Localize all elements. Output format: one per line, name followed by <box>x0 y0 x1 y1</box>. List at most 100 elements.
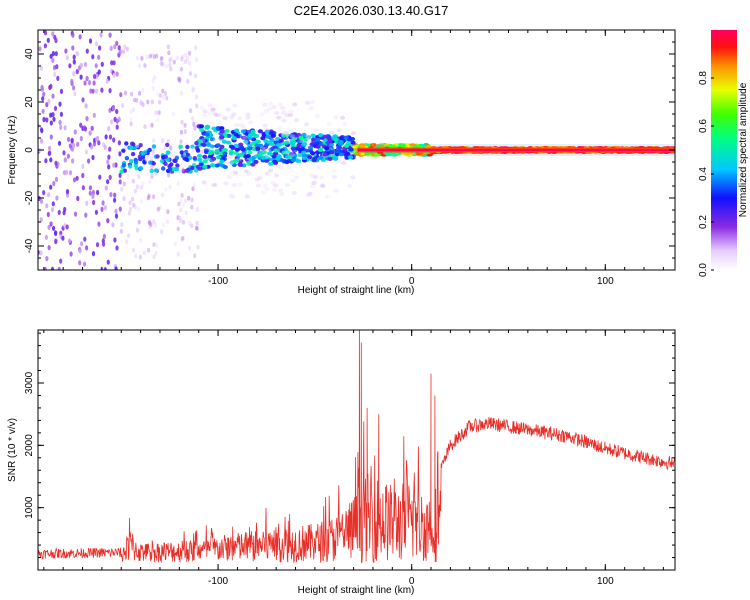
spectrogram-ridge-core <box>357 149 675 151</box>
spectrogram-cell <box>283 130 289 135</box>
spectrogram-cell <box>183 198 188 204</box>
spectrogram-cell <box>174 167 179 172</box>
spectrogram-cell <box>237 182 243 187</box>
spectrogram-cell <box>209 137 216 142</box>
spectrogram-cell <box>67 136 71 142</box>
spectrogram-cell <box>82 261 87 267</box>
spectrogram-cell <box>332 168 338 173</box>
spectrogram-cell <box>271 154 277 159</box>
spectrogram-cell <box>233 151 239 156</box>
spectrogram-cell <box>51 201 55 207</box>
spectrogram-cell <box>347 183 353 188</box>
spectrogram-cell <box>151 85 155 91</box>
spectrogram-cell <box>297 139 303 144</box>
spectrogram-cell <box>210 163 216 168</box>
spectrogram-cell <box>59 88 64 94</box>
spectrogram-cell <box>111 222 115 228</box>
spectrogram-cell <box>239 152 245 157</box>
spectrogram-cell <box>259 112 265 117</box>
spectrogram-cell <box>40 84 44 90</box>
spectrogram-cell <box>46 37 50 43</box>
spectrogram-cell <box>137 154 143 159</box>
spectrogram-cell <box>75 50 79 57</box>
spectrogram-cell <box>150 156 154 162</box>
spectrogram-cell <box>138 143 143 148</box>
spectrogram-cell <box>181 167 185 173</box>
spectrogram-cell <box>136 55 140 61</box>
spectrogram-cell <box>188 245 192 251</box>
spectrogram-cell <box>133 97 137 103</box>
spectrogram-cell <box>163 145 167 151</box>
spectrogram-cell <box>161 138 165 144</box>
spectrogram-cell <box>129 121 133 127</box>
spectrogram-cell <box>110 60 114 66</box>
spectrogram-cell <box>226 175 232 180</box>
spectrogram-cell <box>197 166 203 171</box>
spectrogram-cell <box>166 139 170 144</box>
spectrogram-cell <box>234 122 240 127</box>
spectrogram-cell <box>115 245 119 251</box>
spectrogram-cell <box>95 88 99 94</box>
spectrogram-cell <box>164 63 168 69</box>
spectrogram-cell <box>415 152 422 156</box>
spectrogram-cell <box>88 130 92 136</box>
x-tick-label: 100 <box>597 276 614 287</box>
spectrogram-cell <box>135 227 140 233</box>
spectrogram-cell <box>71 142 76 148</box>
spectrogram-cell <box>350 140 356 145</box>
spectrogram-cell <box>273 160 279 165</box>
spectrogram-cell <box>211 126 217 131</box>
spectrogram-cell <box>275 156 281 161</box>
spectrogram-cell <box>310 184 316 189</box>
spectrogram-cell <box>326 121 332 126</box>
spectrogram-cell <box>189 108 193 114</box>
spectrogram-cell <box>43 30 48 36</box>
spectrogram-cell <box>219 135 225 140</box>
spectrogram-cell <box>139 237 143 243</box>
spectrogram-cell <box>272 187 278 192</box>
spectrogram-cell <box>269 142 275 147</box>
spectrogram-cell <box>336 145 343 150</box>
spectrogram-cell <box>280 106 286 111</box>
spectrogram-cell <box>222 165 228 169</box>
spectrogram-cell <box>156 206 160 212</box>
spectrogram-cell <box>65 55 69 61</box>
spectrogram-cell <box>231 112 237 117</box>
colorbar-ticks: 0.0 0.2 0.4 0.6 0.8 <box>698 71 714 277</box>
spectrogram-cell <box>230 194 236 199</box>
spectrogram-cell <box>188 71 193 76</box>
spectrogram-cell <box>237 116 243 121</box>
spectrogram-cell <box>196 244 200 250</box>
spectrogram-cell <box>114 266 118 270</box>
spectrogram-cell <box>167 166 173 172</box>
spectrogram-cell <box>106 259 110 265</box>
spectrogram-cell <box>179 150 184 155</box>
spectrogram-cell <box>96 189 100 196</box>
spectrogram-cell <box>84 149 89 155</box>
spectrogram-cell <box>104 185 108 191</box>
spectrogram-cell <box>345 142 351 146</box>
spectrogram-cell <box>112 162 116 168</box>
spectrogram-cell <box>180 119 184 125</box>
spectrogram-cell <box>288 129 295 134</box>
spectrogram-cell <box>191 88 195 93</box>
spectrogram-cell <box>135 184 139 190</box>
spectrogram-cell <box>180 193 184 198</box>
spectrogram-cell <box>305 193 311 198</box>
spectrogram-cell <box>140 151 145 156</box>
spectrogram-cell <box>179 129 183 135</box>
spectrogram-cell <box>318 147 324 152</box>
spectrogram-cell <box>232 170 238 175</box>
spectrogram-cell <box>318 175 325 180</box>
y-tick-label: 0 <box>24 147 35 153</box>
spectrogram-cell <box>100 61 104 67</box>
spectrogram-cell <box>350 131 356 136</box>
spectrogram-cell <box>123 44 127 50</box>
spectrogram-cell <box>398 143 405 147</box>
spectrogram-cell <box>333 137 339 142</box>
spectrogram-cell <box>61 235 65 241</box>
spectrogram-cell <box>208 111 214 116</box>
spectrogram-cell <box>47 145 52 151</box>
spectrogram-cell <box>131 178 135 184</box>
spectrogram-cell <box>191 117 195 122</box>
